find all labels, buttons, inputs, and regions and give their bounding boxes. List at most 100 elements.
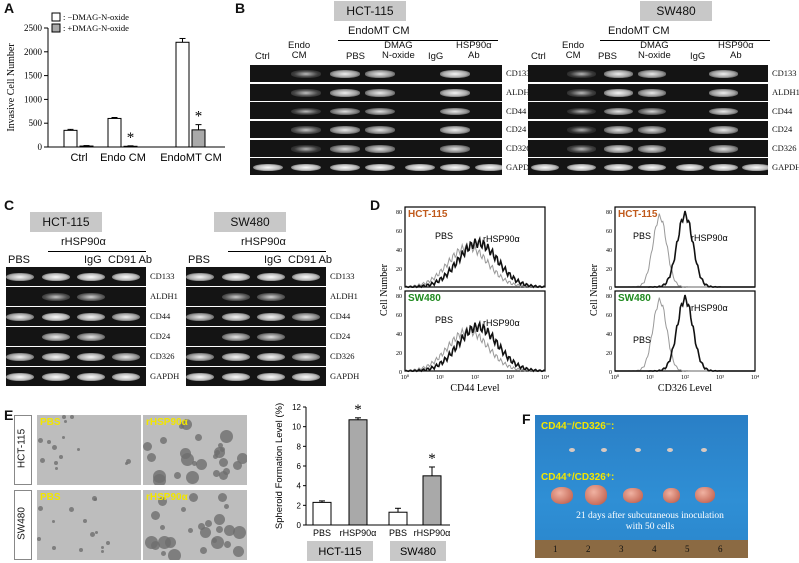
y-axis-label: Spheroid Formation Level (%) (274, 403, 285, 529)
spheroid (160, 437, 168, 445)
y-tick-label: 20 (606, 351, 612, 357)
gel-band (222, 372, 250, 381)
spheroid (61, 436, 65, 440)
marker-label-gapdh: GAPDH (772, 161, 799, 172)
bar (107, 117, 122, 148)
gel-band (604, 126, 633, 135)
spheroid (215, 449, 221, 455)
lane-label-igg: IgG (264, 254, 282, 266)
ruler-number: 1 (553, 544, 558, 554)
gel-band (292, 312, 320, 321)
lane-label: PBS (346, 51, 366, 62)
lane-label: PBS (598, 51, 618, 62)
spheroid (58, 454, 63, 459)
spheroid (125, 462, 129, 466)
gel-band (42, 352, 70, 361)
spheroid (51, 445, 57, 451)
gel-row-cd326 (528, 139, 768, 157)
micrograph-label: rHSP90α (146, 417, 188, 428)
gel-band (567, 107, 596, 116)
spheroid (218, 443, 224, 449)
gel-band (222, 272, 250, 281)
gel-band (440, 70, 470, 79)
legend-label: : +DMAG-N-oxide (63, 23, 129, 33)
gel-row-cd24 (250, 121, 502, 139)
lane-label-line: N-oxide (638, 50, 671, 61)
spheroid (78, 548, 83, 553)
rhsp90-curve (404, 235, 546, 289)
cell-line-label: HCT-115 (618, 209, 658, 220)
rhsp90-label: rHSP90α (483, 234, 520, 244)
gel-band (440, 107, 470, 116)
spheroid (70, 415, 75, 419)
gel-band (77, 332, 105, 341)
gel-row-cd44 (528, 102, 768, 120)
bar (123, 145, 138, 148)
gel-band (708, 70, 738, 79)
x-tick-label: 10⁰ (611, 374, 620, 381)
gel-band (222, 332, 250, 341)
group-label: rHSP90α (61, 236, 106, 248)
lane-label-line: Ab (729, 50, 742, 61)
spheroid (54, 467, 58, 471)
spheroid (90, 532, 96, 538)
lane-label: DMAG N-oxide (382, 41, 415, 61)
gel-band (42, 372, 70, 381)
small-nodule (569, 448, 575, 452)
lane-label: Ctrl (255, 51, 270, 62)
x-category-label: Endo CM (100, 152, 146, 164)
tumor (663, 488, 680, 503)
gel-band (567, 163, 596, 172)
gel-row-cd326 (6, 347, 146, 366)
gel-band (292, 352, 320, 361)
gel-band (637, 107, 667, 116)
gel-band (257, 352, 285, 361)
marker-label-gapdh: GAPDH (330, 371, 360, 381)
spheroid (232, 546, 244, 558)
gel-band (604, 70, 633, 79)
gel-row-gapdh (250, 158, 505, 176)
gel-band (291, 144, 321, 153)
gel-band (186, 312, 214, 321)
spheroid (199, 546, 207, 554)
lane-label: Endo CM (562, 41, 584, 61)
spheroid (157, 536, 171, 550)
x-tick-label: 10¹ (646, 375, 654, 381)
y-tick-label: 40 (396, 332, 402, 338)
marker-label-cd24: CD24 (330, 331, 351, 341)
marker-label-cd326: CD326 (150, 351, 175, 361)
cell-line-label: HCT-115 (408, 209, 448, 220)
lane-label-line: DMAG (640, 40, 669, 51)
gel-band (604, 88, 633, 97)
spheroid (194, 434, 202, 442)
micrograph: PBS (37, 415, 141, 485)
gel-band (257, 332, 285, 341)
gel-band (604, 107, 633, 116)
marker-label-cd44: CD44 (506, 105, 527, 116)
marker-label-aldh1: ALDH1 (150, 291, 178, 301)
row-label-box-1 (14, 490, 32, 560)
panel-d-histograms: Cell Number Cell Number 0 20 40 60 80 HCT-115 PB… (379, 206, 759, 394)
rhsp90-label: rHSP90α (691, 303, 728, 313)
gel-band (365, 144, 395, 153)
gel-band (6, 312, 34, 321)
spheroid (37, 437, 43, 443)
y-tick-label: 80 (396, 210, 402, 216)
spheroid (161, 551, 167, 557)
x-axis-label: CD326 Level (658, 383, 712, 394)
gel-band (292, 272, 320, 281)
spheroid (64, 420, 68, 424)
gel-band (365, 126, 395, 135)
y-tick-label: 6 (297, 462, 302, 471)
x-category-label: rHSP90α (340, 528, 377, 538)
group-label: rHSP90α (241, 236, 286, 248)
lane-label-igg: IgG (84, 254, 102, 266)
row-label-0: HCT-115 (16, 428, 28, 469)
marker-label-aldh1: ALDH1 (772, 87, 799, 97)
cell-line-box-hct-115: HCT-115 (30, 212, 102, 232)
marker-label-cd326: CD326 (772, 143, 797, 153)
y-tick-label: 0 (38, 142, 43, 152)
micrograph-label: PBS (40, 492, 61, 503)
gel-band (567, 126, 596, 135)
pbs-curve (404, 242, 546, 288)
